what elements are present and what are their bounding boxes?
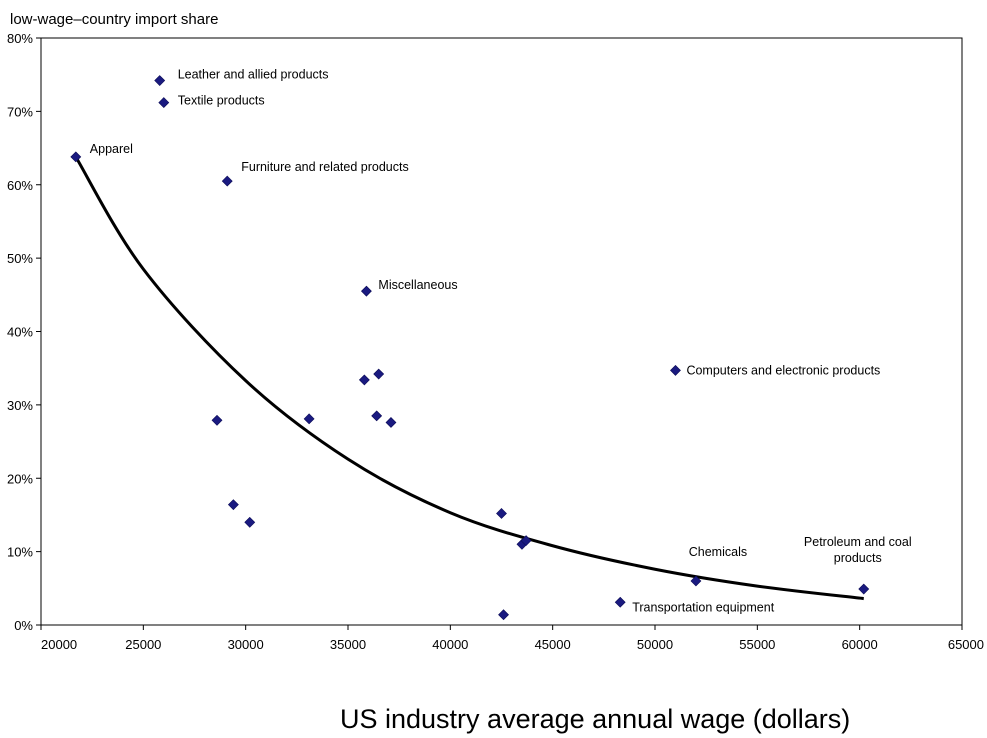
- y-tick-label: 70%: [7, 104, 33, 119]
- data-point: [227, 499, 239, 511]
- data-point: [614, 596, 626, 608]
- point-label: Leather and allied products: [178, 68, 329, 82]
- x-tick-label: 25000: [125, 637, 161, 652]
- x-tick-label: 20000: [41, 637, 77, 652]
- data-point: [371, 410, 383, 422]
- point-label: Chemicals: [689, 545, 747, 559]
- x-tick-label: 55000: [739, 637, 775, 652]
- point-label: Computers and electronic products: [686, 363, 880, 377]
- y-tick-label: 40%: [7, 325, 33, 340]
- point-label: Textile products: [178, 94, 265, 108]
- y-tick-label: 20%: [7, 471, 33, 486]
- data-point: [244, 516, 256, 528]
- data-point: [498, 609, 509, 621]
- x-tick-label: 30000: [228, 637, 264, 652]
- y-tick-label: 80%: [7, 31, 33, 46]
- data-points: Apparel Leather and allied products Textil…: [70, 68, 912, 621]
- data-point: [690, 575, 702, 587]
- x-tick-label: 60000: [842, 637, 878, 652]
- y-tick-label: 30%: [7, 398, 33, 413]
- point-label: Miscellaneous: [378, 278, 457, 292]
- x-tick-label: 40000: [432, 637, 468, 652]
- data-point: [670, 364, 681, 376]
- data-point: [858, 583, 870, 595]
- x-tick-label: 50000: [637, 637, 673, 652]
- y-axis-title: low-wage–country import share: [10, 11, 218, 28]
- data-point: [303, 413, 315, 425]
- data-point: [358, 374, 370, 386]
- point-label: Transportation equipment: [632, 600, 775, 614]
- y-tick-label: 60%: [7, 178, 33, 193]
- data-point: [385, 417, 397, 428]
- data-point: [221, 175, 233, 187]
- trendline: [74, 156, 864, 601]
- y-axis: 0% 10% 20% 30% 40% 50% 60% 70% 80%: [7, 31, 41, 633]
- data-point: [373, 368, 385, 380]
- data-point: [154, 75, 166, 86]
- x-tick-label: 45000: [535, 637, 571, 652]
- point-label: Petroleum and coal products: [804, 535, 912, 565]
- data-point: [211, 414, 223, 426]
- point-label: Apparel: [90, 142, 133, 156]
- data-point: [360, 285, 372, 297]
- x-tick-label: 35000: [330, 637, 366, 652]
- y-tick-label: 50%: [7, 251, 33, 266]
- point-label: Furniture and related products: [241, 160, 408, 174]
- y-tick-label: 0%: [14, 618, 33, 633]
- x-tick-label: 65000: [948, 637, 984, 652]
- x-axis: 20000 25000 30000 35000 40000 45000 50000 55000…: [40, 625, 984, 652]
- data-point: [496, 508, 507, 519]
- y-tick-label: 10%: [7, 545, 33, 560]
- data-point: [158, 97, 170, 108]
- data-point: [520, 535, 532, 547]
- x-axis-title: US industry average annual wage (dollars…: [340, 704, 850, 734]
- data-point: [70, 151, 82, 163]
